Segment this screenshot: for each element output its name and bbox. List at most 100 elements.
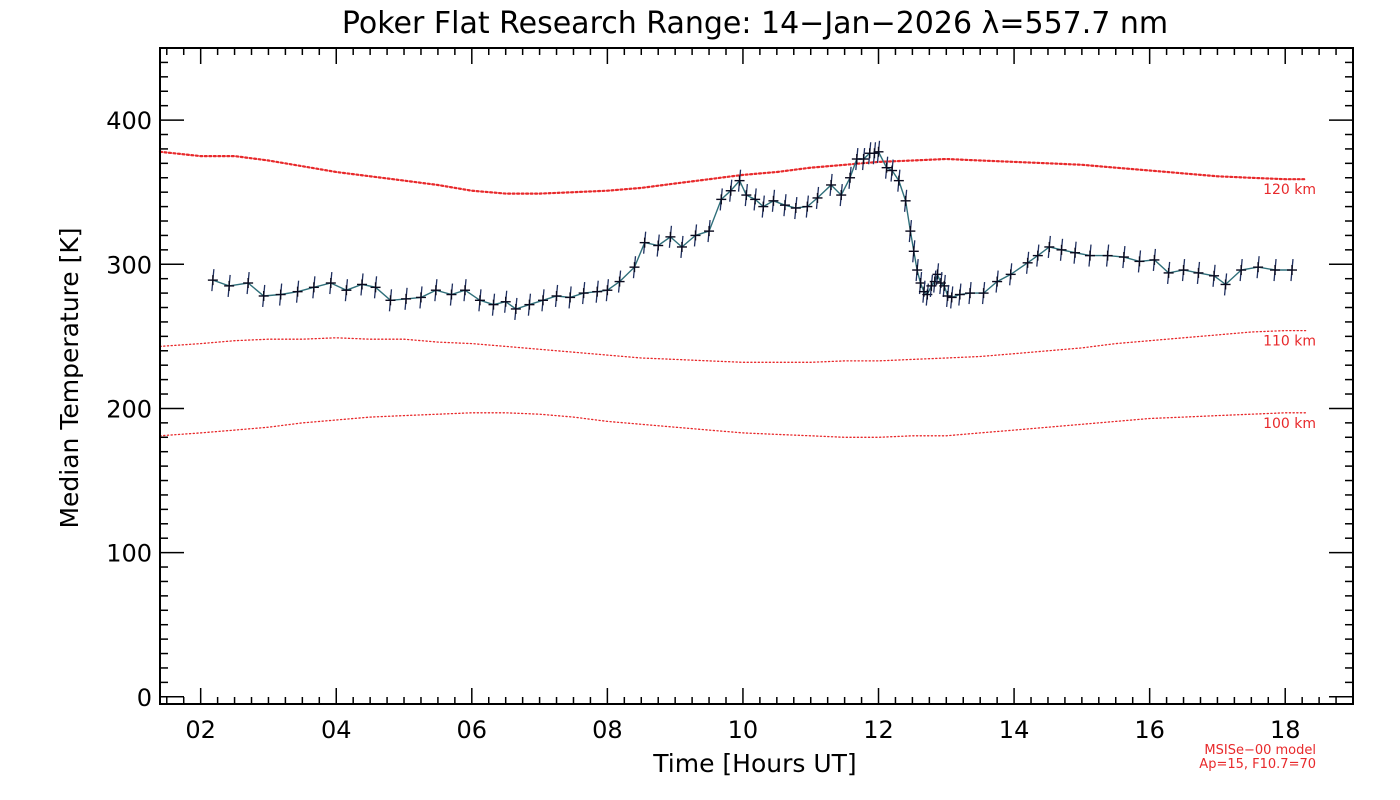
data-point xyxy=(1209,264,1220,287)
x-tick-label: 18 xyxy=(1270,716,1301,744)
data-point xyxy=(1056,238,1067,261)
x-axis-label: Time [Hours UT] xyxy=(652,749,856,778)
data-point xyxy=(308,276,319,299)
x-tick-label: 10 xyxy=(728,716,759,744)
data-point xyxy=(932,263,943,286)
data-point xyxy=(1084,244,1095,267)
data-point xyxy=(734,169,745,192)
chart-title: Poker Flat Research Range: 14−Jan−2026 λ… xyxy=(342,6,1168,41)
data-point xyxy=(1253,256,1264,279)
data-point xyxy=(716,188,727,211)
y-tick-label: 200 xyxy=(106,395,152,423)
data-point xyxy=(790,196,801,220)
model-curve-120-km xyxy=(158,150,1307,195)
data-point xyxy=(704,220,715,243)
data-point xyxy=(741,184,752,207)
data-point xyxy=(858,147,869,171)
model-curves xyxy=(158,150,1307,438)
x-tick-label: 02 xyxy=(185,716,216,744)
x-tick-label: 08 xyxy=(592,716,623,744)
data-point xyxy=(978,282,989,305)
data-point xyxy=(965,282,976,305)
data-point xyxy=(915,271,926,295)
data-point xyxy=(1032,244,1043,267)
data-point xyxy=(1149,248,1160,271)
model-label-120-km: 120 km xyxy=(1263,182,1316,198)
data-point xyxy=(905,220,916,243)
data-point xyxy=(275,283,286,306)
x-tick-label: 12 xyxy=(863,716,894,744)
data-point xyxy=(750,188,761,211)
data-point xyxy=(500,290,511,313)
data-point xyxy=(430,279,441,302)
data-point xyxy=(488,293,499,316)
y-tick-label: 0 xyxy=(137,684,152,712)
data-point xyxy=(207,269,218,292)
data-point xyxy=(653,234,664,257)
data-point xyxy=(665,225,676,248)
data-point xyxy=(802,195,813,218)
y-axis-label: Median Temperature [K] xyxy=(55,227,84,528)
data-point xyxy=(292,280,303,303)
plot-frame xyxy=(159,47,1354,705)
model-labels: 120 km 110 km 100 km xyxy=(1263,182,1316,432)
data-point xyxy=(954,283,965,306)
data-point xyxy=(900,189,911,212)
data-point xyxy=(370,276,381,299)
data-point xyxy=(578,282,589,305)
data-point xyxy=(812,186,823,210)
data-point xyxy=(1236,258,1247,282)
data-point xyxy=(873,140,884,163)
data-point xyxy=(758,195,769,218)
data-point xyxy=(415,286,426,309)
data-point xyxy=(629,256,640,279)
data-point xyxy=(939,274,950,297)
data-point xyxy=(243,271,254,295)
data-point xyxy=(942,284,953,308)
y-axis-ticks: 0 100 200 300 400 xyxy=(106,47,1353,712)
data-point xyxy=(537,289,548,312)
y-tick-label: 300 xyxy=(106,251,152,279)
data-point xyxy=(401,287,412,310)
data-point xyxy=(460,279,471,302)
data-point xyxy=(474,289,485,312)
data-point xyxy=(1193,261,1204,284)
data-point xyxy=(1022,251,1033,274)
data-point xyxy=(1005,263,1016,286)
data-point xyxy=(1220,273,1231,296)
data-point xyxy=(912,258,923,282)
data-point xyxy=(565,286,576,309)
data-point xyxy=(446,283,457,306)
data-point xyxy=(676,235,687,259)
data-point xyxy=(908,240,919,263)
x-tick-label: 06 xyxy=(457,716,488,744)
data-point xyxy=(826,173,837,197)
data-point xyxy=(779,194,790,217)
data-point xyxy=(1134,250,1145,273)
y-tick-label: 400 xyxy=(106,107,152,135)
data-point xyxy=(385,289,396,312)
data-point xyxy=(1163,261,1174,284)
y-tick-label: 100 xyxy=(106,540,152,568)
data-point xyxy=(768,189,779,212)
data-series xyxy=(207,140,1297,321)
data-point xyxy=(341,279,352,302)
data-point xyxy=(224,274,235,297)
model-label-100-km: 100 km xyxy=(1263,416,1316,432)
data-point xyxy=(1118,245,1129,269)
model-note-line-1: MSISe−00 model xyxy=(1204,743,1316,758)
data-point xyxy=(602,279,613,302)
data-point xyxy=(1044,235,1055,259)
data-point xyxy=(325,271,336,295)
x-tick-label: 16 xyxy=(1134,716,1165,744)
data-point xyxy=(725,179,736,202)
data-point xyxy=(881,156,892,179)
model-note-line-2: Ap=15, F10.7=70 xyxy=(1199,757,1316,772)
data-point xyxy=(992,270,1003,293)
data-point xyxy=(887,159,898,182)
data-point xyxy=(614,270,625,293)
data-point xyxy=(524,293,535,316)
data-point xyxy=(690,224,701,247)
x-axis-ticks: 02 04 06 08 10 12 14 16 18 xyxy=(166,48,1354,744)
